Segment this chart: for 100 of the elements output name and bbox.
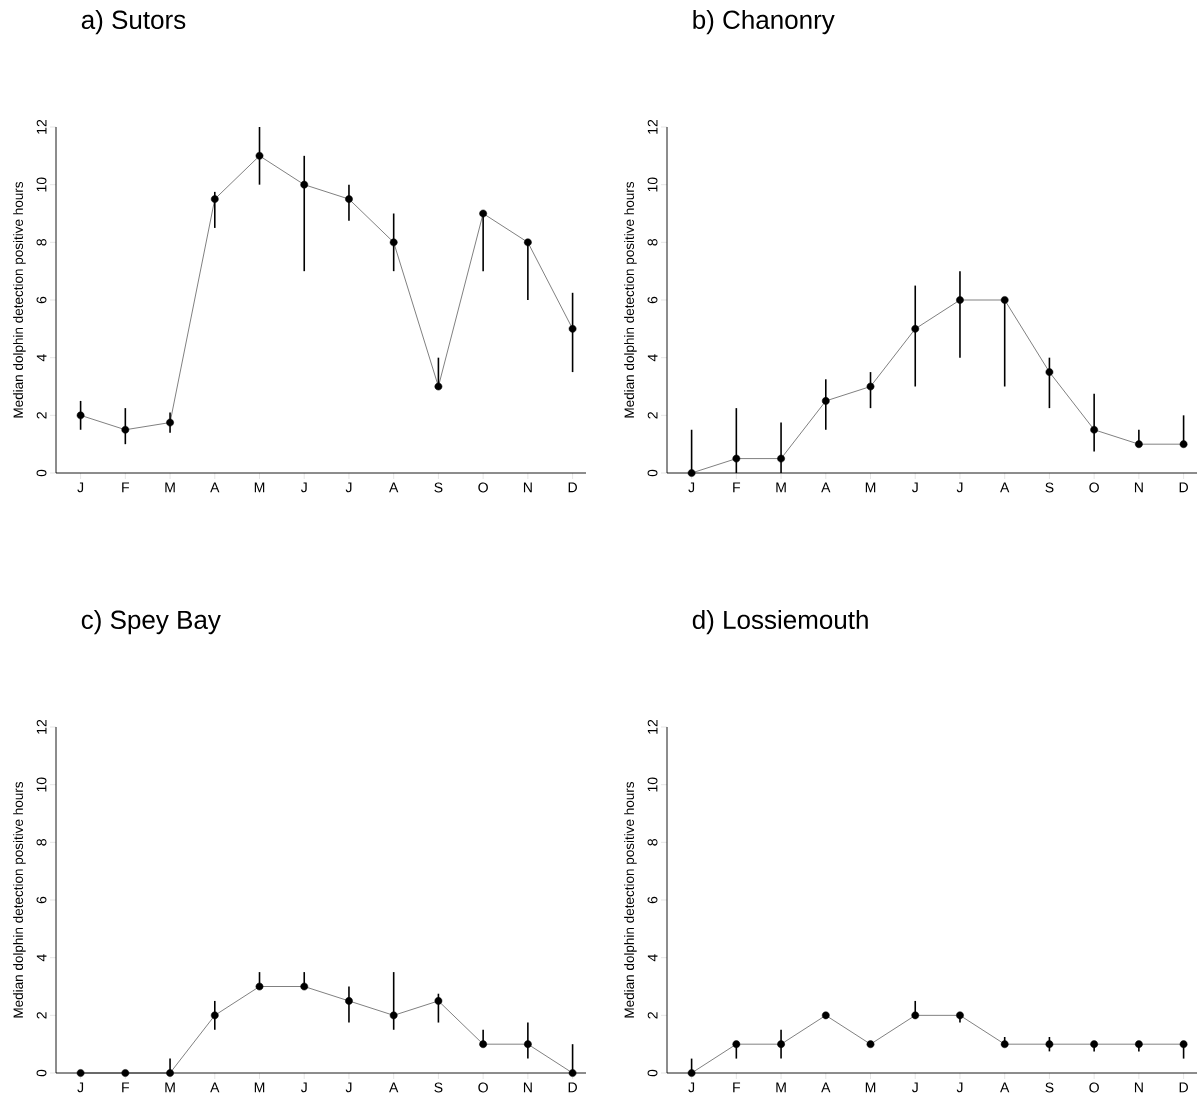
point — [121, 1069, 130, 1077]
y-tick-label: 12 — [647, 119, 658, 134]
point — [687, 1069, 696, 1077]
x-tick-label: N — [523, 482, 532, 493]
point — [389, 1011, 398, 1020]
point — [568, 324, 577, 333]
y-tick-label: 0 — [36, 1069, 47, 1077]
y-tick-label: 4 — [36, 954, 47, 962]
point — [166, 418, 174, 427]
y-tick-label: 2 — [36, 412, 47, 419]
y-tick-label: 0 — [36, 469, 47, 477]
point — [434, 997, 443, 1005]
x-tick-label: A — [821, 482, 831, 493]
x-tick-label: F — [733, 482, 741, 493]
point — [1090, 425, 1098, 434]
point — [345, 997, 353, 1005]
x-tick-label: A — [389, 482, 399, 493]
x-tick-label: M — [165, 1082, 175, 1093]
point — [479, 209, 487, 218]
chart-title: b) Chanonry — [693, 9, 835, 35]
point — [1000, 1040, 1009, 1049]
point — [1045, 368, 1054, 376]
chart-title: c) Spey Bay — [81, 609, 221, 635]
point — [210, 1011, 219, 1020]
point — [1179, 440, 1188, 449]
x-tick-label: M — [865, 482, 876, 493]
x-tick-label: J — [956, 1082, 963, 1093]
y-tick-label: 10 — [647, 777, 658, 792]
y-tick-label: 8 — [647, 239, 658, 246]
point — [300, 982, 309, 991]
point — [732, 454, 741, 463]
point — [1045, 1040, 1054, 1049]
y-tick-label: 8 — [36, 239, 47, 246]
x-tick-label: A — [210, 482, 220, 493]
x-tick-label: O — [1089, 1082, 1099, 1093]
point — [911, 324, 920, 333]
y-tick-label: 10 — [647, 177, 658, 192]
point — [911, 1011, 920, 1020]
x-tick-label: J — [300, 1082, 307, 1093]
point — [687, 469, 696, 477]
point — [956, 296, 964, 304]
y-axis-title: Median dolphin detection positive hours — [13, 781, 26, 1018]
x-tick-label: S — [1045, 1082, 1054, 1093]
y-tick-label: 10 — [36, 177, 47, 192]
y-tick-label: 8 — [647, 839, 658, 846]
y-tick-label: 6 — [36, 296, 47, 304]
x-tick-label: A — [821, 1082, 831, 1093]
y-tick-label: 2 — [647, 412, 658, 419]
point — [524, 1040, 532, 1049]
x-tick-label: J — [688, 482, 695, 493]
point — [1135, 1040, 1143, 1049]
x-tick-label: J — [300, 482, 307, 493]
y-tick-label: 10 — [36, 777, 47, 792]
point — [866, 1040, 875, 1049]
x-tick-label: F — [122, 482, 130, 493]
x-tick-label: N — [523, 1082, 532, 1093]
y-tick-label: 12 — [36, 719, 47, 734]
x-tick-label: N — [1134, 1082, 1143, 1093]
x-tick-label: M — [165, 482, 175, 493]
point — [210, 195, 219, 203]
point — [479, 1040, 487, 1049]
x-tick-label: D — [568, 1082, 577, 1093]
x-tick-label: M — [254, 1082, 265, 1093]
x-tick-label: N — [1134, 482, 1143, 493]
point — [524, 238, 532, 247]
y-tick-label: 6 — [647, 896, 658, 904]
point — [1090, 1040, 1098, 1049]
point — [166, 1069, 174, 1077]
y-tick-label: 12 — [36, 119, 47, 134]
point — [76, 1069, 85, 1077]
point — [568, 1069, 577, 1077]
x-tick-label: J — [956, 482, 963, 493]
point — [821, 397, 830, 405]
chart-title: d) Lossiemouth — [692, 609, 868, 635]
y-tick-label: 12 — [647, 719, 658, 734]
point — [121, 425, 130, 434]
point — [76, 411, 85, 420]
y-tick-label: 4 — [647, 954, 658, 962]
x-tick-label: S — [1045, 482, 1054, 493]
x-tick-label: J — [911, 1082, 918, 1093]
y-axis-title: Median dolphin detection positive hours — [624, 181, 637, 418]
x-tick-label: A — [389, 1082, 399, 1093]
x-tick-label: A — [1000, 1082, 1010, 1093]
x-tick-label: A — [1000, 482, 1010, 493]
x-tick-label: O — [478, 1082, 488, 1093]
point — [1135, 440, 1143, 449]
point — [434, 382, 443, 391]
x-tick-label: S — [434, 1082, 443, 1093]
x-tick-label: S — [434, 482, 443, 493]
y-tick-label: 6 — [36, 896, 47, 904]
x-tick-label: M — [254, 482, 265, 493]
x-tick-label: M — [776, 482, 786, 493]
x-tick-label: J — [688, 1082, 695, 1093]
x-tick-label: F — [122, 1082, 130, 1093]
x-tick-label: A — [210, 1082, 220, 1093]
point — [777, 454, 785, 463]
x-tick-label: D — [1179, 482, 1188, 493]
y-tick-label: 2 — [36, 1012, 47, 1019]
point — [732, 1040, 741, 1049]
y-tick-label: 4 — [647, 354, 658, 362]
